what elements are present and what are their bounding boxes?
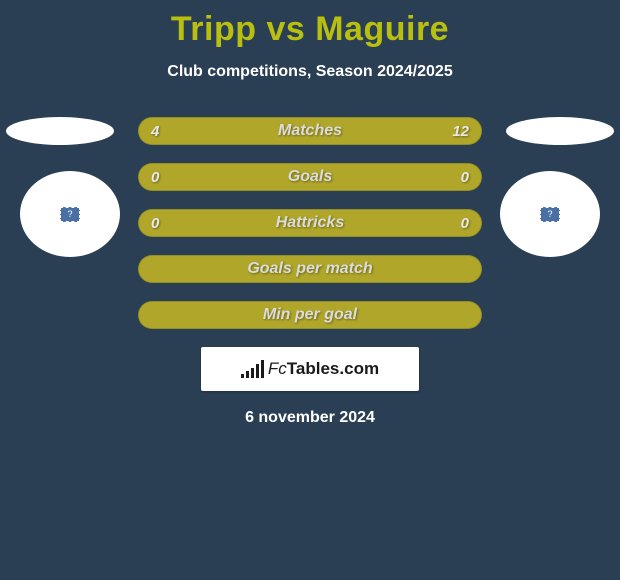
fctables-logo-box: FcTables.com bbox=[201, 347, 419, 391]
stat-value-left: 4 bbox=[151, 123, 159, 140]
player-left-flag-oval bbox=[6, 117, 114, 145]
stat-row: 4 Matches 12 bbox=[138, 117, 482, 145]
comparison-panel: ? ? 4 Matches 12 0 Goals 0 0 Hattricks 0 Goals pe… bbox=[0, 117, 620, 427]
date-label: 6 november 2024 bbox=[0, 409, 620, 427]
stat-label: Hattricks bbox=[276, 214, 344, 232]
stat-fill-left bbox=[139, 164, 310, 190]
stats-list: 4 Matches 12 0 Goals 0 0 Hattricks 0 Goals per ma… bbox=[138, 117, 482, 329]
logo-text: FcTables.com bbox=[268, 359, 379, 379]
stat-value-right: 0 bbox=[461, 169, 469, 186]
page-title: Tripp vs Maguire bbox=[0, 0, 620, 49]
logo-main: Tables.com bbox=[287, 359, 379, 378]
stat-value-right: 12 bbox=[452, 123, 469, 140]
question-icon: ? bbox=[547, 209, 552, 219]
stat-row: Min per goal bbox=[138, 301, 482, 329]
player-right-flag-oval bbox=[506, 117, 614, 145]
player-left-club-badge: ? bbox=[60, 207, 80, 222]
stat-fill-right bbox=[310, 164, 481, 190]
stat-label: Min per goal bbox=[263, 306, 357, 324]
stat-row: Goals per match bbox=[138, 255, 482, 283]
logo-bars-icon bbox=[241, 360, 264, 378]
subtitle: Club competitions, Season 2024/2025 bbox=[0, 63, 620, 81]
question-icon: ? bbox=[67, 209, 72, 219]
stat-fill-right bbox=[225, 118, 482, 144]
player-left-club-oval: ? bbox=[20, 171, 120, 257]
stat-value-left: 0 bbox=[151, 169, 159, 186]
stat-value-left: 0 bbox=[151, 215, 159, 232]
stat-row: 0 Goals 0 bbox=[138, 163, 482, 191]
player-right-club-badge: ? bbox=[540, 207, 560, 222]
fctables-logo: FcTables.com bbox=[241, 359, 379, 379]
player-right-club-oval: ? bbox=[500, 171, 600, 257]
stat-label: Matches bbox=[278, 122, 342, 140]
logo-prefix: Fc bbox=[268, 359, 287, 378]
stat-row: 0 Hattricks 0 bbox=[138, 209, 482, 237]
stat-label: Goals bbox=[288, 168, 332, 186]
stat-label: Goals per match bbox=[247, 260, 372, 278]
stat-value-right: 0 bbox=[461, 215, 469, 232]
